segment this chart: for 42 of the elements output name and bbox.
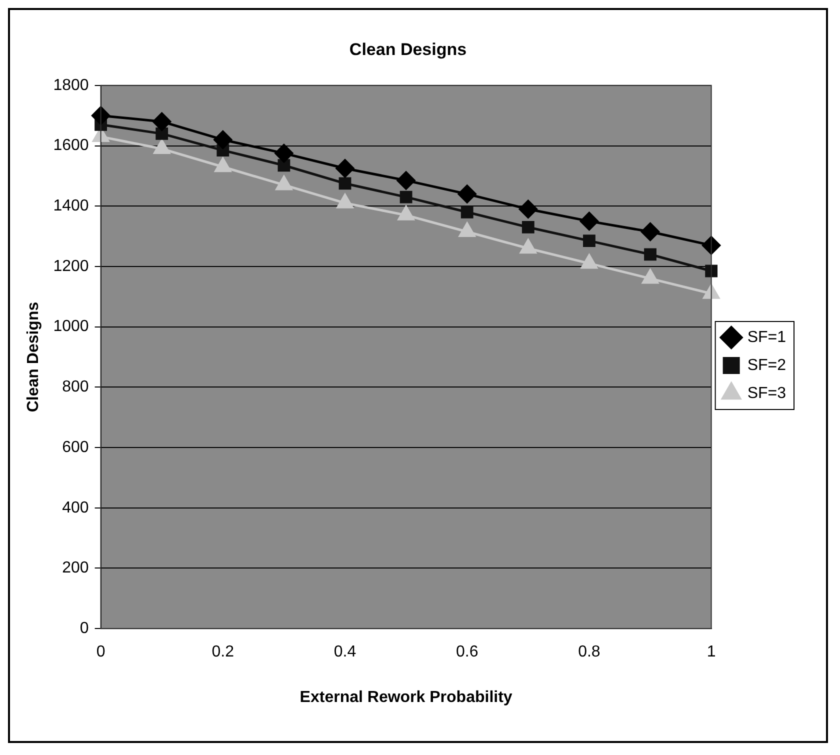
x-tick-label: 0.8 bbox=[578, 644, 600, 661]
point bbox=[274, 144, 294, 163]
point bbox=[518, 200, 538, 218]
y-tick-label: 600 bbox=[62, 438, 89, 456]
point bbox=[396, 171, 416, 190]
y-tick-label: 400 bbox=[62, 499, 89, 516]
point bbox=[214, 130, 232, 149]
y-tick-label: 1200 bbox=[53, 258, 89, 275]
point bbox=[338, 177, 352, 190]
chart-title: Clean Designs bbox=[349, 40, 467, 59]
point bbox=[644, 248, 656, 261]
legend-label: SF=2 bbox=[747, 356, 786, 374]
y-tick-label: 1400 bbox=[53, 198, 89, 215]
point bbox=[460, 206, 474, 218]
y-tick-label: 200 bbox=[62, 560, 89, 577]
x-tick-label: 0.4 bbox=[334, 644, 356, 661]
point bbox=[580, 212, 598, 230]
point bbox=[458, 184, 476, 204]
x-tick-label: 0.6 bbox=[456, 644, 478, 661]
point bbox=[641, 222, 660, 242]
point bbox=[705, 264, 718, 278]
x-axis-title: External Rework Probability bbox=[300, 688, 512, 706]
point bbox=[92, 106, 110, 125]
x-tick-label: 0.2 bbox=[212, 644, 234, 661]
y-tick-label: 800 bbox=[62, 378, 89, 396]
x-tick-label: 1 bbox=[706, 644, 716, 661]
point bbox=[152, 112, 172, 131]
legend-label: SF=3 bbox=[747, 384, 786, 402]
point bbox=[278, 159, 290, 172]
y-tick-label: 0 bbox=[80, 620, 89, 638]
point bbox=[336, 159, 354, 178]
point bbox=[400, 190, 412, 204]
point bbox=[702, 236, 721, 255]
y-tick-label: 1600 bbox=[53, 137, 89, 154]
y-tick-label: 1000 bbox=[53, 318, 89, 336]
point bbox=[156, 127, 168, 140]
point bbox=[522, 221, 534, 234]
y-tick-label: 1800 bbox=[53, 76, 89, 94]
x-tick-label: 0 bbox=[96, 644, 106, 661]
point bbox=[583, 234, 596, 248]
y-axis-title: Clean Designs bbox=[25, 302, 42, 412]
legend-label: SF=1 bbox=[747, 328, 786, 346]
